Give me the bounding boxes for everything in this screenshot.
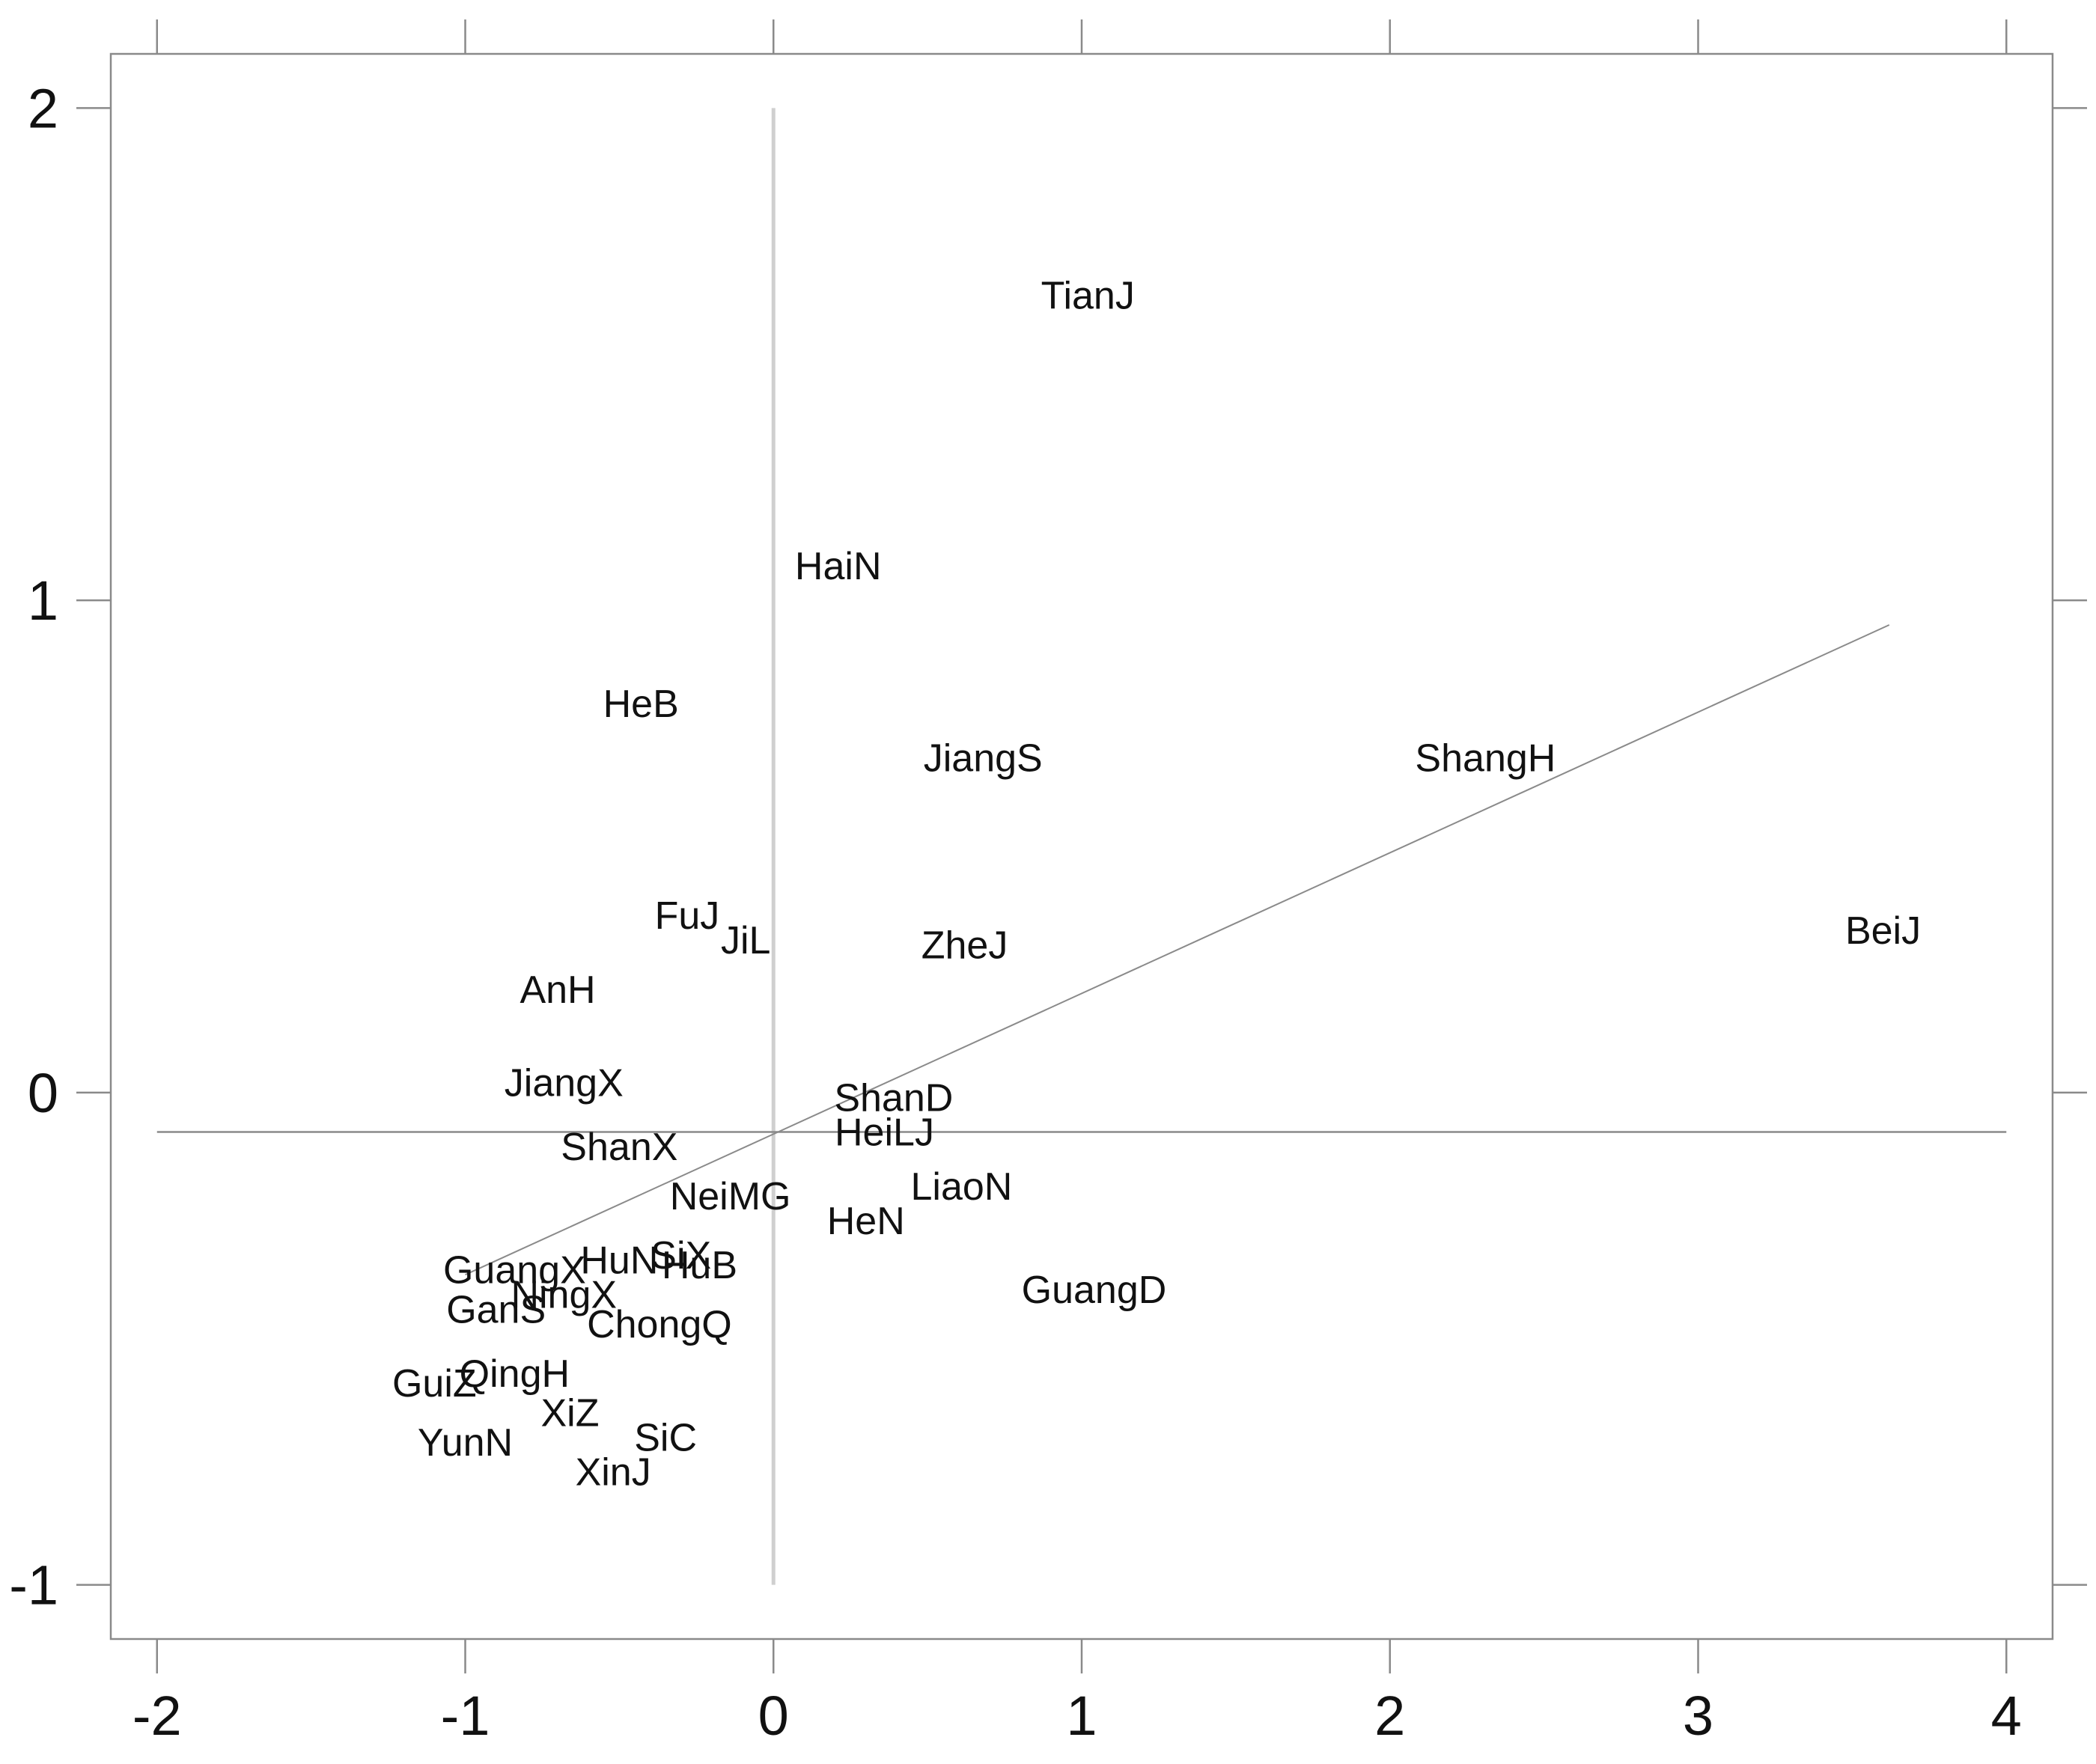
point-label-guangx: GuangX <box>443 1249 586 1293</box>
point-label-xiz: XiZ <box>541 1391 600 1435</box>
point-label-chongq: ChongQ <box>587 1303 732 1346</box>
reference-lines <box>156 108 2007 1585</box>
point-label-ningx: NingX <box>511 1274 617 1317</box>
point-label-beij: BeiJ <box>1845 909 1921 953</box>
point-label-fuj: FuJ <box>655 894 720 938</box>
axis-tick-labels: -2 -1 0 1 2 3 4 -1 0 1 2 <box>9 77 2022 1747</box>
point-label-guangd: GuangD <box>1022 1269 1167 1312</box>
x-tick-label: -2 <box>132 1685 182 1747</box>
point-label-anh: AnH <box>520 968 595 1012</box>
point-label-shanx: ShanX <box>561 1126 677 1169</box>
point-label-jiangx: JiangX <box>505 1062 624 1105</box>
point-label-hen: HeN <box>827 1200 905 1243</box>
y-tick-label: 0 <box>28 1062 58 1124</box>
x-tick-label: -1 <box>441 1685 490 1747</box>
y-tick-label: -1 <box>9 1554 58 1617</box>
axis-ticks <box>76 19 2087 1673</box>
x-tick-label: 2 <box>1374 1685 1405 1747</box>
point-label-qingh: QingH <box>460 1352 570 1396</box>
point-label-guiz: GuiZ <box>392 1362 477 1406</box>
point-label-tianj: TianJ <box>1041 274 1135 317</box>
point-label-six: SiX <box>651 1234 711 1278</box>
fit-line-group <box>465 624 1890 1276</box>
point-label-hain: HaiN <box>795 545 882 588</box>
point-label-shand: ShanD <box>834 1076 953 1120</box>
x-tick-label: 0 <box>758 1685 789 1747</box>
point-label-sic: SiC <box>634 1416 697 1459</box>
point-label-hun: HuN <box>580 1239 658 1283</box>
point-label-hub: HuB <box>662 1244 737 1287</box>
y-tick-label: 1 <box>28 570 58 632</box>
point-label-zhej: ZheJ <box>921 924 1008 968</box>
point-label-yunn: YunN <box>418 1421 513 1465</box>
y-tick-label: 2 <box>28 77 58 139</box>
x-tick-label: 4 <box>1991 1685 2022 1747</box>
fit-line <box>465 624 1890 1276</box>
point-label-heilj: HeiLJ <box>835 1111 934 1155</box>
point-label-jiangs: JiangS <box>924 737 1043 781</box>
x-tick-label: 1 <box>1066 1685 1097 1747</box>
point-label-gans: GanS <box>446 1288 546 1331</box>
point-label-shangh: ShangH <box>1415 737 1556 781</box>
point-label-jil: JiL <box>721 919 770 962</box>
point-label-xinj: XinJ <box>576 1450 651 1494</box>
point-label-liaon: LiaoN <box>910 1165 1012 1209</box>
x-tick-label: 3 <box>1683 1685 1713 1747</box>
point-label-neimg: NeiMG <box>670 1175 791 1218</box>
point-label-heb: HeB <box>603 683 679 726</box>
